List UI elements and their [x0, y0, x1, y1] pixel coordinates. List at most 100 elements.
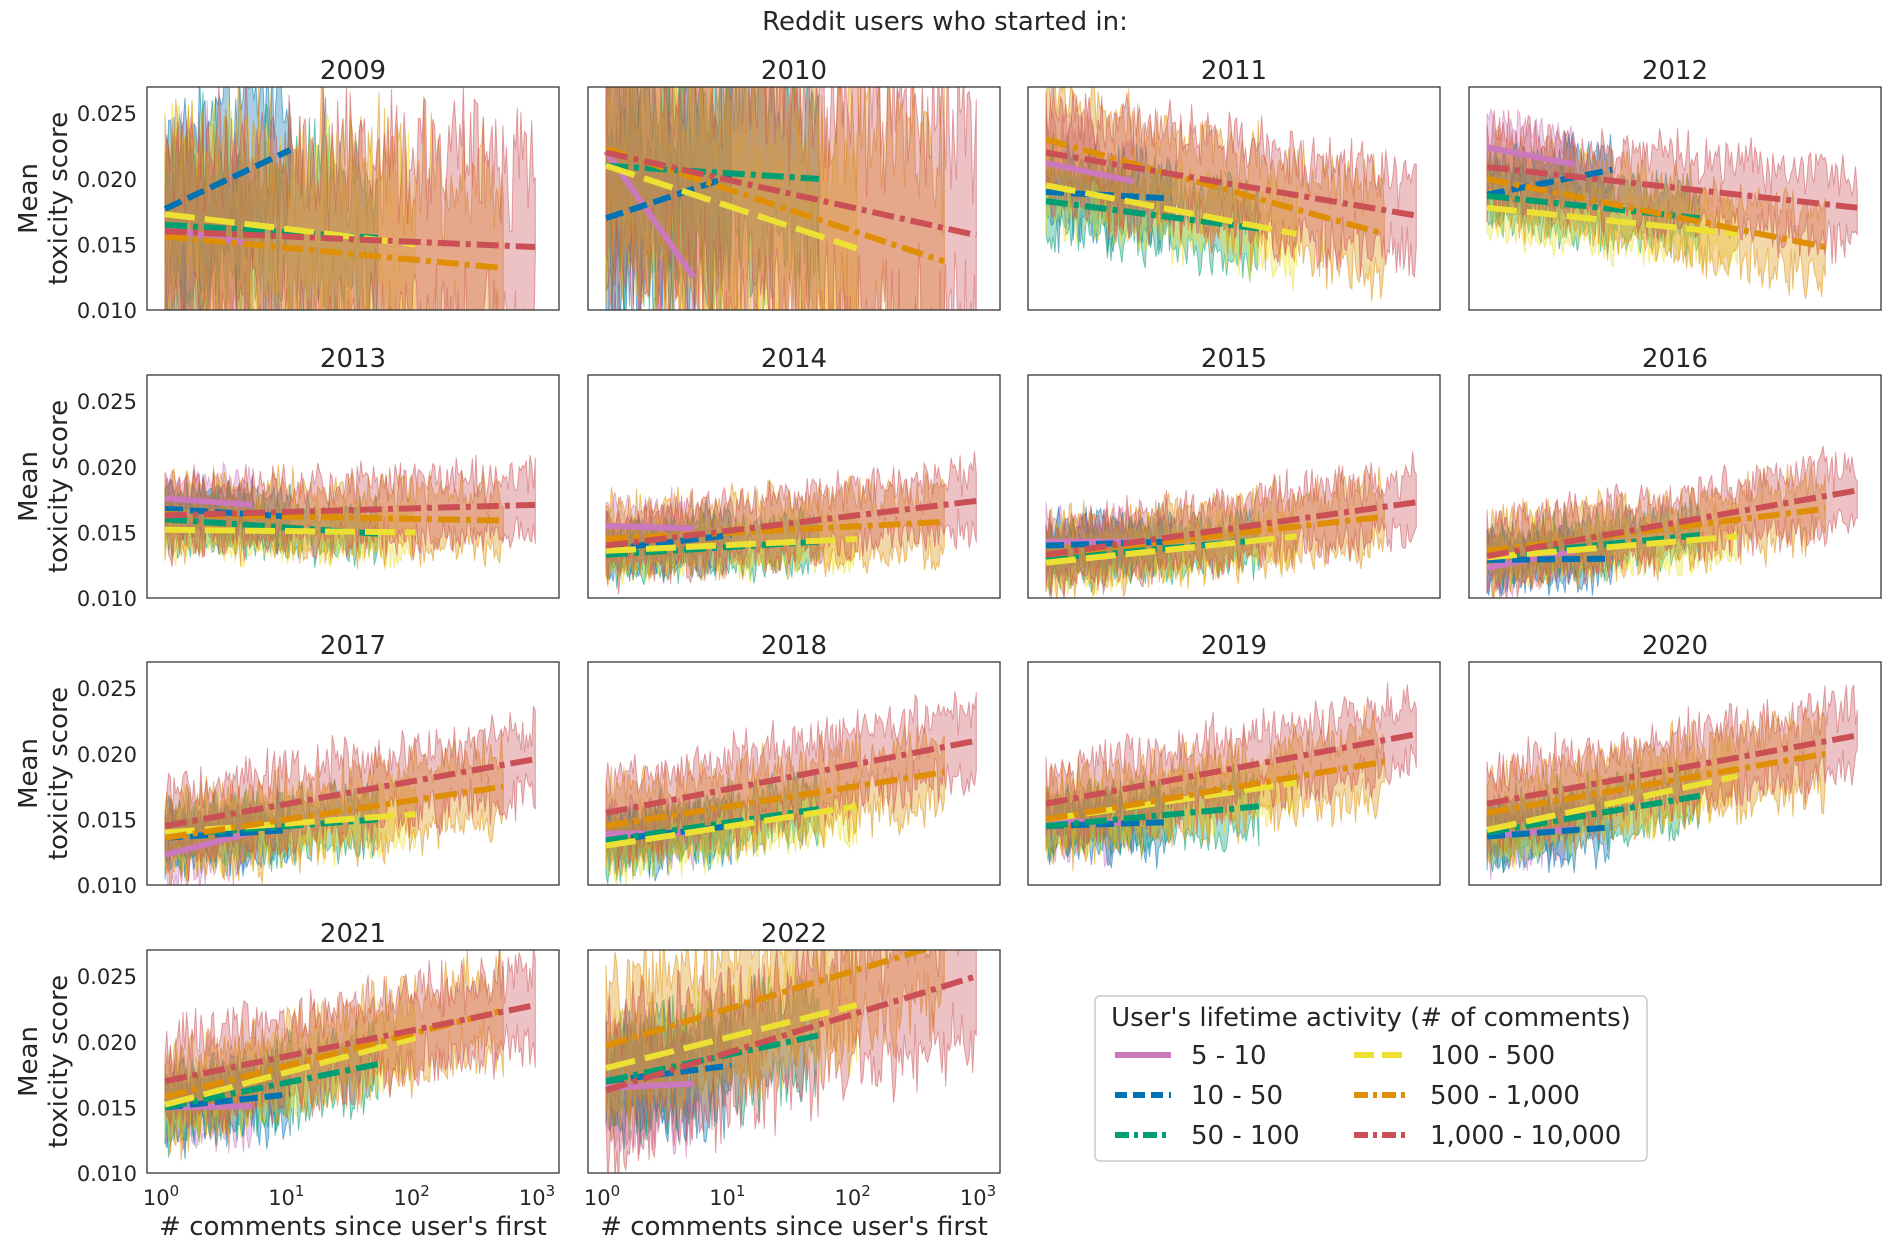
y-tick-label: 0.010 — [77, 299, 137, 323]
panel-frame — [587, 949, 1001, 1174]
x-tick-label: 101 — [709, 1182, 745, 1210]
fit-line-100-500 — [605, 535, 857, 554]
y-tick-label: 0.015 — [77, 808, 137, 832]
legend-item-label: 5 - 10 — [1191, 1041, 1267, 1071]
y-tick-label: 0.010 — [77, 1162, 137, 1186]
x-tick-exponent: 0 — [170, 1182, 180, 1200]
panel-2017: 2017 0.010 0.015 0.020 0.025 Mean toxicity sco… — [14, 631, 560, 898]
fit-line-5-10 — [1486, 144, 1576, 168]
panel-2016: 2016 — [1468, 344, 1882, 599]
x-tick-base: 10 — [960, 1186, 987, 1210]
x-tick-label: 100 — [143, 1182, 179, 1210]
band-500-1-000 — [605, 87, 945, 310]
plot-area — [605, 950, 978, 1173]
fit-line-500-1-000 — [1045, 758, 1385, 823]
panel-2015: 2015 — [1027, 344, 1441, 599]
panel-frame — [146, 86, 560, 311]
fit-line-5-10 — [164, 495, 253, 508]
panel-title: 2014 — [761, 344, 827, 374]
fit-line-1-000-10-000 — [1486, 487, 1858, 559]
x-tick-base: 10 — [584, 1186, 611, 1210]
fit-line-50-100 — [1045, 803, 1260, 829]
panel-title: 2015 — [1201, 344, 1267, 374]
panel-title: 2022 — [761, 919, 827, 949]
panel-title: 2012 — [1642, 56, 1708, 86]
panel-2009: 2009 0.010 0.015 0.020 0.025 Mean toxicity sco… — [14, 56, 560, 323]
y-tick-label: 0.015 — [77, 233, 137, 257]
y-tick-label: 0.015 — [77, 521, 137, 545]
y-tick-label: 0.020 — [77, 1031, 137, 1055]
y-tick-label: 0.010 — [77, 874, 137, 898]
fit-line-10-50 — [164, 826, 291, 841]
y-axis-label-line2: toxicity score — [44, 975, 74, 1148]
plot-area — [1045, 87, 1417, 302]
fit-line-50-100 — [164, 1061, 379, 1111]
fit-line-50-100 — [1045, 198, 1260, 232]
plot-area — [164, 705, 536, 885]
panel-2011: 2011 — [1027, 56, 1441, 311]
fit-line-500-1-000 — [164, 233, 504, 272]
fit-line-5-10 — [605, 522, 694, 532]
fit-line-100-500 — [605, 1002, 858, 1071]
fit-line-100-500 — [1045, 182, 1298, 237]
panel-2010: 2010 — [587, 56, 1001, 311]
y-axis-label-line1: Mean — [14, 451, 44, 522]
plot-area — [164, 950, 536, 1161]
legend-item-label: 50 - 100 — [1191, 1121, 1300, 1151]
fit-line-100-500 — [605, 803, 858, 849]
legend-item-label: 100 - 500 — [1430, 1041, 1555, 1071]
y-tick-label: 0.025 — [77, 390, 137, 414]
band-500-1-000 — [605, 724, 945, 880]
panel-frame — [1027, 86, 1441, 311]
panel-frame — [146, 661, 560, 886]
panel-frame — [146, 949, 560, 1174]
y-axis-label-line1: Mean — [14, 1026, 44, 1097]
legend-frame — [1094, 995, 1648, 1162]
fit-line-50-100 — [605, 1032, 820, 1085]
x-tick-label: 103 — [960, 1182, 996, 1210]
band-1-000-10-000 — [164, 87, 536, 310]
legend-item-label: 500 - 1,000 — [1430, 1081, 1580, 1111]
fit-line-1-000-10-000 — [605, 737, 977, 816]
fit-line-500-1-000 — [1045, 136, 1386, 237]
fit-line-10-50 — [1486, 824, 1613, 840]
y-tick-label: 0.025 — [77, 102, 137, 126]
fit-line-10-50 — [1045, 819, 1172, 829]
x-tick-label: 102 — [835, 1182, 871, 1210]
x-tick-exponent: 3 — [987, 1182, 997, 1200]
y-tick-label: 0.025 — [77, 965, 137, 989]
x-axis-label: # comments since user's first — [159, 1212, 547, 1242]
panel-2021: 2021 0.010 0.015 0.020 0.025 Mean toxicity sco… — [14, 919, 560, 1242]
panel-title: 2009 — [320, 56, 386, 86]
fit-line-1-000-10-000 — [1045, 731, 1417, 807]
fit-line-100-500 — [1486, 204, 1738, 237]
fit-line-1-000-10-000 — [1045, 499, 1417, 558]
fit-line-1-000-10-000 — [1486, 732, 1858, 807]
x-tick-base: 10 — [394, 1186, 421, 1210]
panel-title: 2020 — [1642, 631, 1708, 661]
plot-area — [1486, 684, 1858, 880]
figure-suptitle: Reddit users who started in: — [762, 7, 1128, 37]
x-tick-label: 100 — [584, 1182, 620, 1210]
panel-2014: 2014 — [587, 344, 1001, 599]
panel-title: 2013 — [320, 344, 386, 374]
y-tick-label: 0.020 — [77, 456, 137, 480]
panel-frame — [1468, 374, 1882, 599]
fit-line-1-000-10-000 — [605, 497, 977, 549]
y-tick-label: 0.015 — [77, 1096, 137, 1120]
plot-area — [164, 454, 536, 570]
fit-line-5-10 — [164, 829, 254, 858]
x-tick-base: 10 — [143, 1186, 170, 1210]
fit-line-1-000-10-000 — [164, 1002, 536, 1085]
x-tick-exponent: 2 — [420, 1182, 430, 1200]
fit-line-500-1-000 — [605, 769, 945, 829]
fit-line-10-50 — [164, 505, 291, 520]
band-500-1-000 — [1045, 87, 1385, 302]
fit-line-1-000-10-000 — [605, 149, 977, 239]
fit-line-50-100 — [1486, 792, 1701, 836]
fit-line-100-500 — [164, 1034, 417, 1108]
panel-2018: 2018 — [587, 631, 1001, 886]
band-1-000-10-000 — [605, 87, 977, 310]
panel-2012: 2012 — [1468, 56, 1882, 311]
